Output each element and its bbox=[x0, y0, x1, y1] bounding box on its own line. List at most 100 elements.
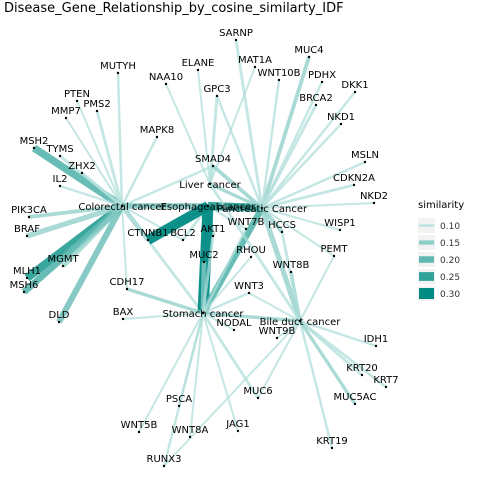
node-pms2[interactable] bbox=[95, 109, 99, 113]
edge-colorectal-cancer-mapk8 bbox=[120, 136, 159, 207]
label-akt1: AKT1 bbox=[200, 224, 225, 235]
node-runx3[interactable] bbox=[162, 464, 166, 468]
edge-colorectal-cancer-pten bbox=[76, 100, 123, 207]
node-gpc3[interactable] bbox=[215, 94, 219, 98]
node-mmp7[interactable] bbox=[64, 116, 68, 120]
node-psca[interactable] bbox=[177, 404, 181, 408]
node-ctnnb1[interactable] bbox=[146, 238, 150, 242]
edge-stomach-cancer-rhou bbox=[202, 256, 252, 314]
edge-colorectal-cancer-braf bbox=[26, 203, 123, 239]
label-krt19: KRT19 bbox=[316, 436, 348, 447]
node-pancreatic-cancer[interactable] bbox=[260, 206, 264, 210]
node-nkd1[interactable] bbox=[339, 122, 343, 126]
node-krt19[interactable] bbox=[330, 446, 334, 450]
node-smad4[interactable] bbox=[211, 164, 215, 168]
label-wnt3: WNT3 bbox=[234, 281, 264, 292]
edge-pancreatic-cancer-bile-duct-cancer bbox=[259, 207, 303, 322]
node-wnt8a[interactable] bbox=[188, 435, 192, 439]
node-bcl2[interactable] bbox=[181, 238, 185, 242]
node-msh2[interactable] bbox=[32, 146, 36, 150]
edge-pancreatic-cancer-brca2 bbox=[260, 104, 318, 209]
edge-liver-cancer-naa10 bbox=[165, 83, 211, 185]
node-wnt3[interactable] bbox=[247, 291, 251, 295]
node-rhou[interactable] bbox=[249, 255, 253, 259]
node-pdhx[interactable] bbox=[320, 80, 324, 84]
node-mlh1[interactable] bbox=[25, 276, 29, 280]
node-elane[interactable] bbox=[196, 68, 200, 72]
node-msh6[interactable] bbox=[22, 290, 26, 294]
label-mat1a: MAT1A bbox=[238, 55, 272, 66]
label-muc6: MUC6 bbox=[243, 386, 272, 397]
node-stomach-cancer[interactable] bbox=[201, 311, 205, 315]
label-wnt8a: WNT8A bbox=[172, 425, 209, 436]
node-idh1[interactable] bbox=[374, 344, 378, 348]
edge-pancreatic-cancer-msln bbox=[261, 160, 366, 210]
label-psca: PSCA bbox=[166, 394, 192, 405]
node-msln[interactable] bbox=[363, 160, 367, 164]
node-il2[interactable] bbox=[58, 184, 62, 188]
label-tyms: TYMS bbox=[45, 144, 73, 155]
node-bax[interactable] bbox=[121, 317, 125, 321]
node-braf[interactable] bbox=[25, 234, 29, 238]
node-mapk8[interactable] bbox=[155, 135, 159, 139]
node-hccs[interactable] bbox=[280, 230, 284, 234]
node-bile-duct-cancer[interactable] bbox=[298, 319, 302, 323]
edge-colorectal-cancer-cdh17 bbox=[121, 205, 128, 290]
node-tyms[interactable] bbox=[58, 154, 62, 158]
node-pten[interactable] bbox=[75, 99, 79, 103]
node-muc2[interactable] bbox=[202, 260, 206, 264]
node-wnt10b[interactable] bbox=[277, 78, 281, 82]
node-colorectal-cancer[interactable] bbox=[120, 204, 124, 208]
node-liver-cancer[interactable] bbox=[208, 182, 212, 186]
node-pemt[interactable] bbox=[332, 254, 336, 258]
node-muc5ac[interactable] bbox=[353, 402, 357, 406]
node-wnt8b[interactable] bbox=[289, 270, 293, 274]
label-bax: BAX bbox=[113, 307, 134, 318]
legend-label-0: 0.10 bbox=[440, 222, 460, 232]
edge-pancreatic-cancer-dkk1 bbox=[261, 91, 356, 209]
node-krt7[interactable] bbox=[384, 385, 388, 389]
node-krt20[interactable] bbox=[360, 373, 364, 377]
node-wnt7b[interactable] bbox=[244, 227, 248, 231]
edge-colorectal-cancer-mutyh bbox=[116, 72, 124, 207]
node-jag1[interactable] bbox=[236, 429, 240, 433]
node-naa10[interactable] bbox=[164, 82, 168, 86]
node-muc4[interactable] bbox=[307, 55, 311, 59]
label-braf: BRAF bbox=[14, 224, 40, 235]
node-wnt5b[interactable] bbox=[137, 430, 141, 434]
node-cdh17[interactable] bbox=[125, 287, 129, 291]
edge-colorectal-cancer-msh2 bbox=[31, 144, 125, 210]
node-brca2[interactable] bbox=[314, 103, 318, 107]
node-wnt9b[interactable] bbox=[275, 336, 279, 340]
legend-label-4: 0.30 bbox=[440, 290, 460, 300]
label-mlh1: MLH1 bbox=[13, 266, 41, 277]
node-muc6[interactable] bbox=[256, 396, 260, 400]
node-cdkn2a[interactable] bbox=[352, 183, 356, 187]
node-esophageal-cancer[interactable] bbox=[206, 204, 210, 208]
node-nodal[interactable] bbox=[232, 328, 236, 332]
legend-label-2: 0.20 bbox=[440, 256, 460, 266]
label-bile-duct-cancer: Bile duct cancer bbox=[260, 317, 342, 328]
label-muc2: MUC2 bbox=[189, 250, 218, 261]
node-dkk1[interactable] bbox=[353, 90, 357, 94]
node-dld[interactable] bbox=[57, 320, 61, 324]
node-pik3ca[interactable] bbox=[27, 215, 31, 219]
node-wisp1[interactable] bbox=[338, 228, 342, 232]
label-sarnp: SARNP bbox=[219, 28, 253, 39]
label-mutyh: MUTYH bbox=[100, 61, 136, 72]
edge-colorectal-cancer-dld bbox=[56, 204, 125, 324]
node-nkd2[interactable] bbox=[372, 201, 376, 205]
node-mutyh[interactable] bbox=[116, 71, 120, 75]
edge-stomach-cancer-wnt8a bbox=[189, 312, 204, 438]
label-nkd1: NKD1 bbox=[327, 112, 355, 123]
edge-pancreatic-cancer-cdkn2a bbox=[261, 183, 355, 210]
legend-label-1: 0.15 bbox=[440, 239, 460, 249]
label-il2: IL2 bbox=[53, 174, 68, 185]
node-sarnp[interactable] bbox=[234, 38, 238, 42]
label-layer: Liver cancer Colorectal cancerEsophageal … bbox=[10, 28, 399, 465]
node-akt1[interactable] bbox=[211, 234, 215, 238]
node-zhx2[interactable] bbox=[80, 171, 84, 175]
node-mat1a[interactable] bbox=[253, 65, 257, 69]
node-mgmt[interactable] bbox=[61, 264, 65, 268]
label-gpc3: GPC3 bbox=[203, 84, 230, 95]
